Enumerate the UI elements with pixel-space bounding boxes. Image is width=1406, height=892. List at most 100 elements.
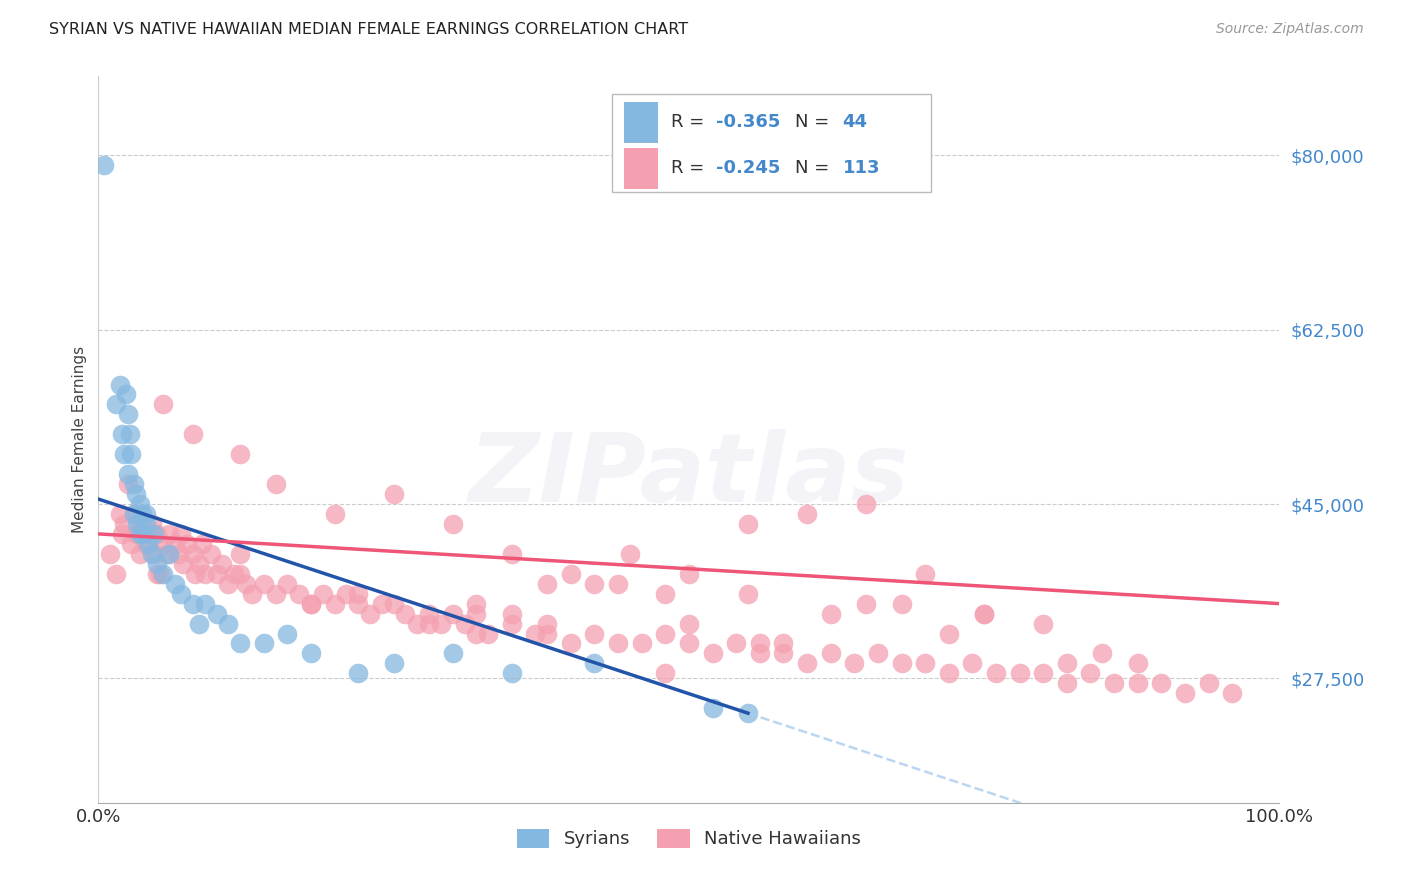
Point bbox=[536, 626, 558, 640]
Point bbox=[477, 626, 499, 640]
Point bbox=[441, 516, 464, 531]
Point bbox=[264, 587, 287, 601]
Legend: Syrians, Native Hawaiians: Syrians, Native Hawaiians bbox=[509, 822, 869, 855]
Point bbox=[165, 576, 187, 591]
Point bbox=[172, 557, 194, 571]
Point bbox=[105, 397, 128, 411]
Point bbox=[135, 537, 157, 551]
Point bbox=[418, 607, 440, 621]
Point bbox=[184, 566, 207, 581]
Point bbox=[501, 616, 523, 631]
Point bbox=[157, 547, 180, 561]
Point bbox=[205, 607, 228, 621]
Point bbox=[253, 576, 276, 591]
Point bbox=[152, 537, 174, 551]
Point bbox=[406, 616, 429, 631]
Point bbox=[127, 516, 149, 531]
Point bbox=[866, 647, 889, 661]
Point bbox=[299, 597, 322, 611]
Point bbox=[117, 467, 139, 482]
Point bbox=[165, 537, 187, 551]
Point bbox=[583, 657, 606, 671]
Text: N =: N = bbox=[796, 112, 835, 130]
Point bbox=[1220, 686, 1243, 700]
Point bbox=[1174, 686, 1197, 700]
Point bbox=[1008, 666, 1031, 681]
Point bbox=[128, 547, 150, 561]
Point bbox=[430, 616, 453, 631]
Point bbox=[441, 607, 464, 621]
Point bbox=[914, 566, 936, 581]
Point bbox=[607, 636, 630, 650]
Point bbox=[796, 657, 818, 671]
Point bbox=[152, 566, 174, 581]
Point bbox=[973, 607, 995, 621]
Point bbox=[725, 636, 748, 650]
Point bbox=[176, 537, 198, 551]
Point bbox=[619, 547, 641, 561]
Point bbox=[855, 497, 877, 511]
Text: ZIPatlas: ZIPatlas bbox=[468, 429, 910, 522]
Y-axis label: Median Female Earnings: Median Female Earnings bbox=[72, 346, 87, 533]
Point bbox=[737, 516, 759, 531]
Point bbox=[117, 408, 139, 422]
Point bbox=[914, 657, 936, 671]
Text: 113: 113 bbox=[842, 159, 880, 178]
Point bbox=[135, 507, 157, 521]
Point bbox=[114, 387, 136, 401]
Point bbox=[288, 587, 311, 601]
Point bbox=[654, 626, 676, 640]
Point bbox=[194, 566, 217, 581]
Text: Source: ZipAtlas.com: Source: ZipAtlas.com bbox=[1216, 22, 1364, 37]
Point bbox=[1091, 647, 1114, 661]
Point bbox=[347, 587, 370, 601]
Point bbox=[1126, 676, 1149, 690]
Point bbox=[382, 487, 405, 501]
Point bbox=[125, 527, 148, 541]
Point bbox=[748, 647, 770, 661]
Point bbox=[501, 607, 523, 621]
Point bbox=[217, 616, 239, 631]
Point bbox=[181, 547, 204, 561]
Point bbox=[1032, 616, 1054, 631]
Point bbox=[796, 507, 818, 521]
Point bbox=[382, 657, 405, 671]
Point bbox=[135, 516, 157, 531]
Point bbox=[229, 547, 252, 561]
Point bbox=[170, 587, 193, 601]
Point bbox=[299, 597, 322, 611]
Point bbox=[844, 657, 866, 671]
Point bbox=[187, 557, 209, 571]
Point bbox=[394, 607, 416, 621]
Point bbox=[181, 427, 204, 442]
Point bbox=[607, 576, 630, 591]
Point bbox=[418, 616, 440, 631]
Point bbox=[122, 507, 145, 521]
Point bbox=[253, 636, 276, 650]
Point bbox=[167, 547, 190, 561]
Point bbox=[217, 576, 239, 591]
Point bbox=[229, 636, 252, 650]
Point bbox=[1056, 676, 1078, 690]
Point bbox=[120, 427, 142, 442]
Point bbox=[524, 626, 547, 640]
FancyBboxPatch shape bbox=[624, 102, 658, 143]
FancyBboxPatch shape bbox=[612, 94, 931, 192]
Point bbox=[156, 547, 179, 561]
Point bbox=[194, 597, 217, 611]
Point bbox=[1080, 666, 1102, 681]
Point bbox=[1126, 657, 1149, 671]
Point bbox=[276, 626, 298, 640]
Point bbox=[737, 706, 759, 721]
Point bbox=[938, 666, 960, 681]
Text: N =: N = bbox=[796, 159, 835, 178]
Point bbox=[224, 566, 246, 581]
Point bbox=[323, 597, 346, 611]
Point bbox=[984, 666, 1007, 681]
Point bbox=[371, 597, 394, 611]
Point bbox=[131, 516, 153, 531]
Point bbox=[121, 537, 143, 551]
Point bbox=[240, 587, 263, 601]
Text: -0.245: -0.245 bbox=[716, 159, 780, 178]
Point bbox=[122, 477, 145, 491]
